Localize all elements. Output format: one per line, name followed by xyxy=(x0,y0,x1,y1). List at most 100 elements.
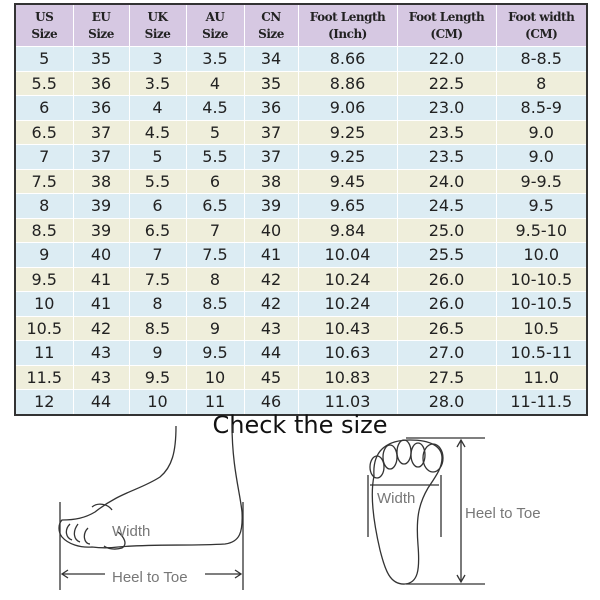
table-cell: 41 xyxy=(72,266,130,292)
table-cell: 38 xyxy=(72,168,130,194)
table-cell: 24.5 xyxy=(396,193,497,219)
table-cell: 10-10.5 xyxy=(495,291,588,317)
table-cell: 6.5 xyxy=(14,119,74,145)
table-row: 5.5 36 3.5 4 35 8.86 22.5 8 xyxy=(14,70,588,96)
table-cell: 36 xyxy=(243,95,299,121)
table-cell: 10.24 xyxy=(297,266,398,292)
table-cell: 37 xyxy=(243,144,299,170)
column-header-line: Size xyxy=(258,26,284,41)
table-cell: 3 xyxy=(128,46,187,72)
column-header-line: US xyxy=(35,9,54,24)
table-row: 9 40 7 7.5 41 10.04 25.5 10.0 xyxy=(14,242,588,268)
column-header-line: UK xyxy=(147,9,168,24)
sole-outline xyxy=(371,439,443,585)
table-row: 12 44 10 11 46 11.03 28.0 11-11.5 xyxy=(14,389,588,415)
table-cell: 36 xyxy=(72,95,130,121)
table-cell: 5.5 xyxy=(128,168,187,194)
table-cell: 43 xyxy=(72,364,130,390)
table-cell: 25.0 xyxy=(396,217,497,243)
table-cell: 5.5 xyxy=(14,70,74,96)
table-cell: 9.45 xyxy=(297,168,398,194)
table-cell: 10.5-11 xyxy=(495,340,588,366)
table-cell: 3.5 xyxy=(185,46,245,72)
table-cell: 10.5 xyxy=(495,315,588,341)
table-cell: 9.5-10 xyxy=(495,217,588,243)
header-row: US Size EU Size UK Size AU Size CN Size Foot Lengt… xyxy=(14,3,588,47)
table-cell: 11-11.5 xyxy=(495,389,588,415)
table-cell: 10 xyxy=(14,291,74,317)
table-cell: 9.84 xyxy=(297,217,398,243)
table-cell: 37 xyxy=(72,119,130,145)
table-cell: 10.63 xyxy=(297,340,398,366)
table-cell: 6 xyxy=(185,168,245,194)
table-row: 7 37 5 5.5 37 9.25 23.5 9.0 xyxy=(14,144,588,170)
column-header-line: CN xyxy=(261,9,281,24)
side-width-label: Width xyxy=(112,523,150,540)
check-size-title: Check the size xyxy=(212,411,388,439)
table-row: 5 35 3 3.5 34 8.66 22.0 8-8.5 xyxy=(14,46,588,72)
table-cell: 10.24 xyxy=(297,291,398,317)
column-header-line: AU xyxy=(205,9,225,24)
table-cell: 4.5 xyxy=(128,119,187,145)
table-cell: 8.86 xyxy=(297,70,398,96)
column-header: UK Size xyxy=(128,3,187,47)
table-cell: 8.5 xyxy=(14,217,74,243)
table-cell: 28.0 xyxy=(396,389,497,415)
table-cell: 44 xyxy=(243,340,299,366)
column-header: AU Size xyxy=(185,3,245,47)
table-cell: 22.0 xyxy=(396,46,497,72)
table-cell: 39 xyxy=(72,217,130,243)
table-row: 6.5 37 4.5 5 37 9.25 23.5 9.0 xyxy=(14,119,588,145)
table-row: 8.5 39 6.5 7 40 9.84 25.0 9.5-10 xyxy=(14,217,588,243)
table-cell: 9.5 xyxy=(495,193,588,219)
column-header-line: Size xyxy=(144,26,171,41)
table-row: 11.5 43 9.5 10 45 10.83 27.5 11.0 xyxy=(14,364,588,390)
table-cell: 5 xyxy=(128,144,187,170)
table-cell: 42 xyxy=(72,315,130,341)
table-cell: 4 xyxy=(185,70,245,96)
table-cell: 8.5 xyxy=(185,291,245,317)
table-row: 7.5 38 5.5 6 38 9.45 24.0 9-9.5 xyxy=(14,168,588,194)
column-header-line: Size xyxy=(202,26,228,41)
table-cell: 23.0 xyxy=(396,95,497,121)
table-cell: 46 xyxy=(243,389,299,415)
table-cell: 9 xyxy=(14,242,74,268)
table-cell: 8 xyxy=(185,266,245,292)
table-cell: 40 xyxy=(72,242,130,268)
table-row: 10.5 42 8.5 9 43 10.43 26.5 10.5 xyxy=(14,315,588,341)
table-cell: 7 xyxy=(185,217,245,243)
table-cell: 8 xyxy=(495,70,588,96)
toes-icon xyxy=(369,439,444,479)
side-toes xyxy=(65,503,126,550)
sole-foot-diagram xyxy=(367,437,485,585)
column-header-line: Foot Length xyxy=(408,9,485,24)
column-header-line: Size xyxy=(31,26,58,41)
table-cell: 5 xyxy=(14,46,74,72)
column-header: Foot Length (CM) xyxy=(396,3,497,47)
column-header-line: Foot width xyxy=(508,9,575,24)
table-cell: 38 xyxy=(243,168,299,194)
side-length-label: Heel to Toe xyxy=(112,569,188,586)
table-cell: 9.25 xyxy=(297,119,398,145)
table-cell: 9.65 xyxy=(297,193,398,219)
table-row: 8 39 6 6.5 39 9.65 24.5 9.5 xyxy=(14,193,588,219)
table-cell: 9.0 xyxy=(495,119,588,145)
column-header: CN Size xyxy=(243,3,299,47)
table-cell: 9.06 xyxy=(297,95,398,121)
table-cell: 12 xyxy=(14,389,74,415)
table-cell: 27.5 xyxy=(396,364,497,390)
table-cell: 23.5 xyxy=(396,119,497,145)
table-cell: 11.03 xyxy=(297,389,398,415)
table-cell: 9.0 xyxy=(495,144,588,170)
column-header-line: (CM) xyxy=(525,26,558,41)
table-cell: 35 xyxy=(243,70,299,96)
table-cell: 7 xyxy=(14,144,74,170)
column-header-line: Size xyxy=(88,26,114,41)
table-cell: 5.5 xyxy=(185,144,245,170)
table-row: 11 43 9 9.5 44 10.63 27.0 10.5-11 xyxy=(14,340,588,366)
table-cell: 22.5 xyxy=(396,70,497,96)
table-cell: 45 xyxy=(243,364,299,390)
sole-width-label: Width xyxy=(377,490,415,507)
column-header-line: (Inch) xyxy=(328,26,367,41)
table-cell: 8.5 xyxy=(128,315,187,341)
